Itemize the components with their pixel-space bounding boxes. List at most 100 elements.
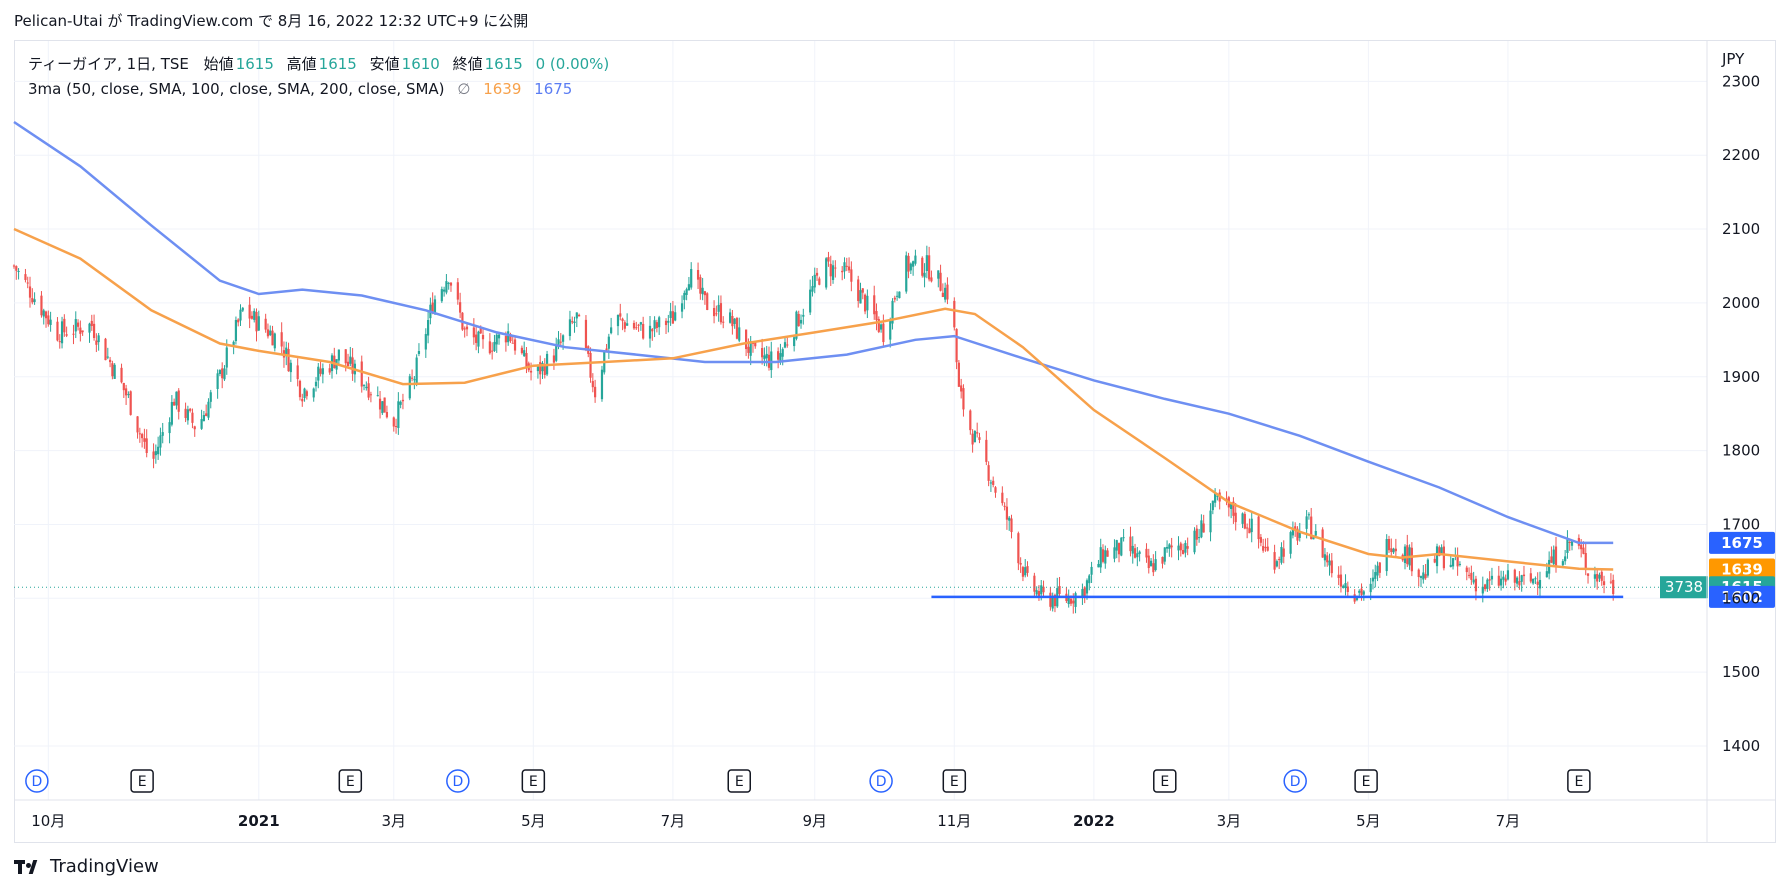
candle-body xyxy=(891,300,894,324)
candle-body xyxy=(509,334,512,342)
candle-body xyxy=(173,401,176,406)
candle-body xyxy=(1211,500,1214,511)
candle-body xyxy=(385,412,389,418)
overlays: 37381675163916151602 xyxy=(14,531,1775,608)
candle-body xyxy=(1232,501,1235,516)
candle-body xyxy=(1040,585,1043,595)
candle-body xyxy=(616,314,620,327)
candle-body xyxy=(108,359,112,363)
candle-body xyxy=(305,391,308,397)
candle-body xyxy=(1518,581,1521,586)
candle-body xyxy=(1282,548,1285,557)
candle-body xyxy=(761,348,764,358)
candle-body xyxy=(81,330,84,333)
high-label: 高値 xyxy=(286,55,317,73)
candle-body xyxy=(95,340,98,345)
dividend-marker-label: D xyxy=(876,774,887,790)
candle-body xyxy=(15,266,18,271)
candle-body xyxy=(477,331,480,347)
candle-body xyxy=(976,432,979,434)
candle-body xyxy=(97,335,100,343)
earnings-marker-icon xyxy=(130,769,154,793)
candle-body xyxy=(1250,518,1253,533)
candle-body xyxy=(1362,591,1365,595)
candle-body xyxy=(568,319,572,337)
y-tick-label: 1700 xyxy=(1722,515,1760,533)
candle-body xyxy=(1278,559,1281,561)
dividend-marker-icon xyxy=(25,769,49,793)
candle-body xyxy=(138,433,141,435)
low-label: 安値 xyxy=(369,55,400,73)
candle-body xyxy=(1390,548,1393,552)
candle-body xyxy=(481,334,485,340)
candle-body xyxy=(745,329,748,350)
candle-body xyxy=(1005,506,1009,520)
candle-body xyxy=(960,385,963,392)
ma100-line xyxy=(13,227,1614,571)
candle-body xyxy=(104,338,107,361)
candle-body xyxy=(399,401,402,405)
candle-body xyxy=(1600,571,1603,581)
earnings-marker-label: E xyxy=(950,774,959,790)
candle-body xyxy=(303,388,306,399)
candle-body xyxy=(827,257,830,262)
candle-body xyxy=(1081,589,1084,597)
footer-brand[interactable]: TradingView xyxy=(14,856,159,877)
candle-body xyxy=(962,388,965,410)
candle-body xyxy=(1273,552,1276,570)
dividend-marker-icon xyxy=(1283,769,1307,793)
candle-body xyxy=(362,385,366,387)
candle-body xyxy=(90,320,93,327)
candle-body xyxy=(1566,539,1569,554)
candle-body xyxy=(344,349,347,364)
candle-body xyxy=(674,312,677,321)
candle-body xyxy=(31,298,34,303)
candle-body xyxy=(1328,560,1331,566)
candle-body xyxy=(781,349,784,357)
candle-body xyxy=(426,320,430,336)
candle-body xyxy=(136,416,139,433)
candle-body xyxy=(443,289,446,292)
candle-body xyxy=(1262,546,1265,551)
candle-body xyxy=(33,299,36,302)
candle-body xyxy=(863,294,867,312)
candle-body xyxy=(1321,529,1324,558)
candle-body xyxy=(273,333,276,349)
candle-body xyxy=(513,339,517,351)
candle-body xyxy=(1596,573,1599,582)
indicator-legend[interactable]: 3ma (50, close, SMA, 100, close, SMA, 20… xyxy=(28,80,574,98)
candle-body xyxy=(921,257,924,276)
candle-body xyxy=(269,330,272,336)
ohlc-legend[interactable]: ティーガイア, 1日, TSE 始値 1615 高値 1615 安値 1610 終値 1… xyxy=(28,53,611,74)
candle-body xyxy=(141,434,144,439)
candle-body xyxy=(1088,575,1091,584)
candle-body xyxy=(241,307,244,311)
candle-body xyxy=(1037,590,1041,598)
x-tick-label: 3月 xyxy=(382,812,407,830)
candle-body xyxy=(811,286,814,292)
candle-body xyxy=(1568,541,1571,543)
chart-frame[interactable] xyxy=(14,40,1776,843)
candle-body xyxy=(234,319,238,342)
candle-body xyxy=(312,388,315,398)
candle-body xyxy=(319,368,322,374)
candle-body xyxy=(193,426,196,430)
y-tick-label: 2100 xyxy=(1722,220,1760,238)
candle-body xyxy=(706,293,709,310)
candle-body xyxy=(491,350,494,352)
earnings-marker-icon xyxy=(1567,769,1591,793)
candle-body xyxy=(1538,580,1542,589)
candle-body xyxy=(831,265,835,281)
candle-body xyxy=(1486,579,1489,589)
candle-body xyxy=(346,361,350,367)
candle-body xyxy=(410,377,414,379)
candle-body xyxy=(301,398,304,402)
candle-body xyxy=(504,335,507,343)
candle-body xyxy=(125,388,128,396)
candle-body xyxy=(120,367,123,383)
earnings-marker-icon xyxy=(1153,769,1177,793)
candle-body xyxy=(1438,547,1441,556)
indicator-label: 3ma (50, close, SMA, 100, close, SMA, 20… xyxy=(28,80,445,98)
candle-body xyxy=(1369,583,1372,593)
